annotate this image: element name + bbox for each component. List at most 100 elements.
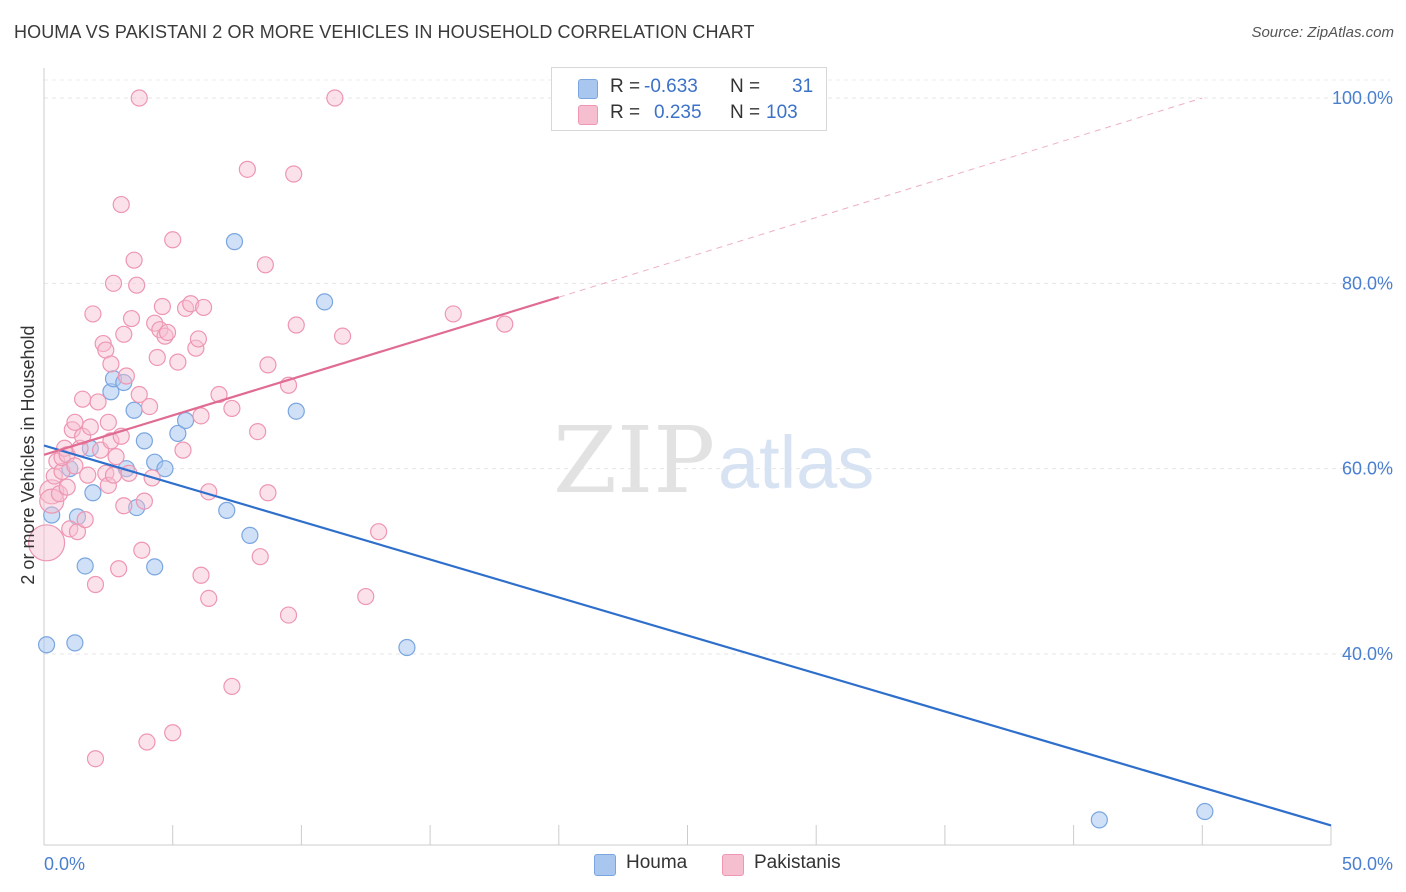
pakistanis-point: [135, 492, 153, 510]
pakistanis-point: [115, 325, 133, 343]
pakistanis-point: [27, 524, 66, 562]
axes: [43, 68, 1332, 846]
pakistanis-point: [164, 724, 182, 742]
legend-r-label: R =: [610, 102, 641, 123]
watermark: ZIP atlas: [553, 407, 874, 514]
chart-title: HOUMA VS PAKISTANI 2 OR MORE VEHICLES IN…: [14, 22, 755, 42]
houma-point: [37, 636, 56, 654]
houma-point: [398, 638, 416, 657]
legend-row-pakistanis: R = 0.235 N = 103: [552, 102, 826, 126]
pakistanis-point: [256, 256, 274, 274]
pakistanis-point: [174, 441, 192, 459]
pakistanis-point: [200, 589, 218, 608]
pakistanis-point: [189, 330, 208, 348]
pakistanis-trend-extension: [558, 97, 1203, 298]
pakistanis-point: [130, 89, 148, 107]
houma-point: [169, 424, 187, 443]
legend-row-houma: R = -0.633 N = 31: [552, 76, 826, 100]
legend-label-houma: Houma: [626, 852, 688, 873]
pakistanis-point: [102, 432, 120, 450]
pakistanis-point: [496, 315, 514, 333]
houma-point: [146, 558, 164, 576]
legend-n-label: N =: [730, 102, 761, 123]
pakistanis-point: [117, 367, 135, 385]
pakistanis-point: [112, 195, 130, 214]
pakistanis-point: [357, 587, 375, 606]
pakistanis-point: [238, 160, 256, 178]
pakistanis-point: [287, 316, 305, 334]
pakistanis-point: [74, 390, 92, 408]
houma-point: [287, 402, 305, 420]
legend-n-value: 103: [766, 102, 798, 123]
x-tick-label: 0.0%: [44, 854, 85, 874]
pakistanis-point: [66, 457, 84, 475]
pakistanis-point: [130, 385, 148, 404]
pakistanis-point: [107, 448, 125, 466]
pakistanis-point: [125, 251, 143, 269]
pakistanis-point: [86, 575, 105, 594]
pakistanis-point: [333, 327, 352, 345]
x-tick-label: 50.0%: [1342, 854, 1393, 874]
pakistanis-point: [192, 566, 210, 584]
pakistanis-point: [99, 413, 117, 431]
pakistanis-point: [115, 497, 133, 515]
pakistanis-point: [158, 323, 177, 342]
pakistanis-point: [192, 407, 210, 425]
houma-point: [176, 411, 195, 430]
houma-point: [225, 233, 244, 251]
pakistanis-point: [53, 462, 71, 481]
houma-point: [315, 293, 334, 311]
pakistanis-point: [164, 231, 182, 249]
y-tick-label: 100.0%: [1332, 88, 1393, 108]
y-tick-label: 40.0%: [1342, 644, 1393, 664]
pakistanis-point: [81, 418, 99, 436]
pakistanis-point: [86, 750, 105, 768]
houma-point: [218, 501, 236, 519]
pakistanis-point: [79, 466, 97, 484]
watermark-atlas: atlas: [718, 421, 874, 504]
pakistanis-point: [89, 393, 107, 411]
houma-point: [76, 557, 94, 575]
y-tick-label: 80.0%: [1342, 273, 1393, 293]
houma-point: [1090, 811, 1108, 829]
houma-trend-line: [43, 444, 1332, 827]
pakistanis-point: [223, 399, 241, 418]
tick-labels: 100.0% 80.0% 60.0% 40.0% 0.0% 50.0%: [44, 88, 1393, 874]
pakistanis-point: [104, 466, 123, 484]
houma-point: [125, 401, 143, 419]
pakistanis-point: [194, 298, 213, 317]
y-tick-label: 60.0%: [1342, 459, 1393, 479]
pakistanis-point: [444, 305, 462, 323]
pakistanis-point: [110, 560, 128, 578]
pakistanis-point: [99, 476, 117, 494]
houma-point: [241, 526, 259, 544]
pakistanis-point: [122, 309, 141, 328]
legend-label-pakistanis: Pakistanis: [754, 852, 841, 873]
pakistanis-point: [76, 511, 94, 529]
houma-point: [66, 634, 84, 652]
pakistanis-point: [259, 484, 277, 502]
pakistanis-point: [128, 276, 146, 294]
trend-lines: [43, 97, 1332, 827]
pakistanis-point: [210, 385, 228, 404]
houma-point: [84, 484, 102, 502]
pakistanis-point: [251, 548, 269, 566]
pakistanis-point: [326, 89, 344, 107]
series-legend: Houma Pakistanis: [0, 852, 1406, 878]
legend-swatch-houma: [578, 79, 598, 99]
legend-r-value: -0.633: [644, 76, 698, 97]
pakistanis-point: [285, 165, 303, 183]
pakistanis-point: [279, 606, 298, 624]
pakistanis-point: [140, 397, 159, 416]
y-axis-label: 2 or more Vehicles in Household: [18, 325, 38, 584]
legend-r-label: R =: [610, 76, 641, 97]
pakistanis-point: [370, 523, 388, 541]
pakistanis-point: [58, 478, 76, 496]
houma-point: [156, 460, 174, 478]
legend-n-label: N =: [730, 76, 761, 97]
legend-swatch-houma: [594, 854, 616, 876]
pakistanis-point: [138, 733, 156, 751]
pakistanis-point: [223, 677, 241, 696]
pakistanis-point: [176, 299, 195, 317]
